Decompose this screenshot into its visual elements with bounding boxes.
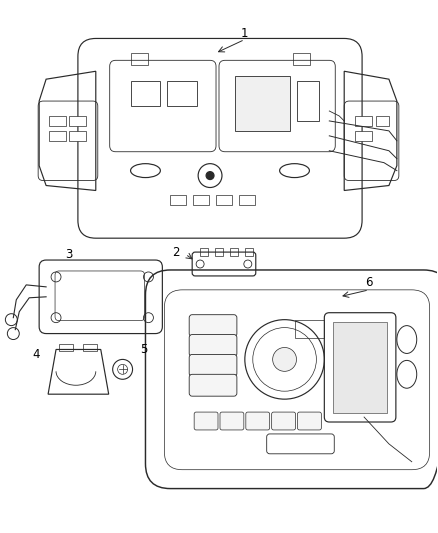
FancyBboxPatch shape: [297, 412, 321, 430]
Bar: [293, 53, 311, 65]
FancyBboxPatch shape: [189, 374, 237, 396]
Text: 4: 4: [32, 348, 40, 361]
Text: 5: 5: [140, 343, 147, 356]
FancyBboxPatch shape: [189, 335, 237, 357]
FancyBboxPatch shape: [189, 314, 237, 336]
Bar: [200, 248, 208, 256]
Bar: [215, 248, 223, 256]
Bar: [235, 76, 290, 131]
Bar: [355, 131, 372, 141]
Bar: [131, 53, 148, 65]
Bar: [131, 81, 160, 106]
Bar: [239, 196, 255, 205]
Bar: [297, 81, 319, 121]
Bar: [170, 196, 186, 205]
Bar: [294, 320, 324, 337]
Text: 2: 2: [173, 246, 180, 259]
Bar: [333, 321, 387, 413]
Bar: [193, 196, 209, 205]
FancyBboxPatch shape: [189, 354, 237, 376]
FancyBboxPatch shape: [246, 412, 270, 430]
FancyBboxPatch shape: [194, 412, 218, 430]
Bar: [49, 116, 66, 126]
Bar: [69, 116, 86, 126]
Text: 6: 6: [365, 277, 373, 289]
Bar: [376, 116, 389, 126]
FancyBboxPatch shape: [272, 412, 296, 430]
Text: 3: 3: [65, 248, 73, 261]
Text: 1: 1: [241, 27, 249, 40]
Bar: [167, 81, 197, 106]
Circle shape: [118, 365, 127, 374]
Bar: [245, 248, 253, 256]
Bar: [59, 343, 73, 351]
Bar: [355, 116, 372, 126]
Circle shape: [273, 348, 297, 372]
FancyBboxPatch shape: [220, 412, 244, 430]
Bar: [49, 131, 66, 141]
Bar: [216, 196, 232, 205]
Bar: [69, 131, 86, 141]
Circle shape: [206, 172, 214, 180]
Bar: [83, 343, 97, 351]
Bar: [230, 248, 238, 256]
